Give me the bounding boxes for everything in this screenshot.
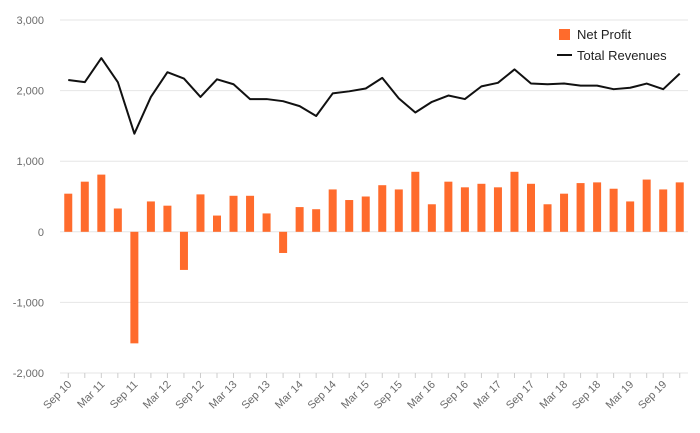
total-revenues-line (68, 57, 681, 135)
x-tick-label: Sep 15 (372, 379, 405, 412)
net-profit-bar (378, 185, 387, 232)
net-profit-bar (213, 215, 221, 232)
net-profit-bar (394, 189, 403, 232)
net-profit-bar (345, 200, 354, 232)
x-tick-label: Sep 19 (636, 379, 669, 412)
gridlines (60, 19, 688, 374)
y-axis-ticks: 3,000 2,000 1,000 0 -1,000 -2,000 (13, 15, 44, 380)
net-profit-bar (361, 196, 370, 232)
net-profit-bar (427, 204, 436, 232)
net-profit-bar (626, 201, 635, 232)
net-profit-bar (229, 195, 238, 232)
y-tick-label: -2,000 (13, 368, 44, 380)
net-profit-bar (262, 213, 271, 232)
net-profit-bar (576, 183, 585, 232)
y-tick-label: -1,000 (13, 297, 44, 309)
x-tick-label: Sep 14 (306, 379, 339, 412)
net-profit-bar (80, 181, 89, 232)
net-profit-bar (609, 188, 618, 232)
x-tick-label: Mar 12 (141, 379, 174, 412)
net-profit-bar (64, 193, 73, 232)
x-axis-ticks: Sep 10 Mar 11 Sep 11 Mar 12 Sep 12 Mar 13 Sep … (41, 373, 681, 412)
x-tick-label: Mar 18 (537, 379, 570, 412)
y-tick-label: 2,000 (16, 86, 44, 98)
net-profit-bar (460, 187, 469, 232)
total-revenues-line-group (68, 57, 681, 135)
legend-swatch-net-profit (559, 29, 570, 40)
y-tick-label: 3,000 (16, 15, 44, 27)
net-profit-bar (659, 189, 668, 232)
x-tick-label: Mar 14 (273, 379, 306, 412)
net-profit-bar (163, 205, 172, 232)
net-profit-bar (642, 179, 651, 232)
y-tick-label: 0 (38, 227, 44, 239)
legend: Net Profit Total Revenues (557, 27, 667, 63)
y-tick-label: 1,000 (16, 156, 44, 168)
x-tick-label: Sep 12 (173, 379, 206, 412)
net-profit-bar (493, 187, 502, 232)
net-profit-bars (64, 171, 684, 344)
net-profit-bar (130, 231, 139, 344)
net-profit-bar (477, 183, 486, 232)
net-profit-bar (279, 231, 288, 253)
net-profit-bar (411, 171, 420, 232)
net-profit-bar (246, 195, 255, 232)
net-profit-bar (328, 189, 337, 232)
x-tick-label: Sep 16 (438, 379, 471, 412)
x-tick-label: Mar 19 (604, 379, 637, 412)
net-profit-bar (295, 207, 304, 232)
net-profit-bar (146, 201, 155, 232)
legend-label-net-profit: Net Profit (577, 27, 632, 42)
x-tick-label: Mar 15 (339, 379, 372, 412)
x-tick-label: Mar 11 (75, 379, 107, 411)
x-tick-label: Mar 16 (405, 379, 438, 412)
net-profit-bar (196, 194, 205, 232)
net-profit-bar (97, 174, 106, 232)
net-profit-bar (510, 171, 519, 232)
x-tick-label: Sep 17 (504, 379, 537, 412)
net-profit-bar (543, 204, 552, 232)
x-tick-label: Sep 13 (240, 379, 273, 412)
x-tick-label: Sep 18 (570, 379, 603, 412)
x-tick-label: Sep 10 (41, 379, 74, 412)
net-profit-bar (593, 182, 602, 232)
x-tick-label: Mar 17 (471, 379, 504, 412)
legend-label-total-revenues: Total Revenues (577, 48, 667, 63)
x-tick-label: Mar 13 (207, 379, 240, 412)
net-profit-bar (527, 183, 535, 232)
net-profit-bar (179, 231, 188, 270)
net-profit-bar (675, 182, 684, 232)
net-profit-bar (560, 193, 569, 232)
x-tick-label: Sep 11 (108, 379, 141, 412)
net-profit-bar (444, 181, 453, 232)
net-profit-bar (113, 208, 122, 232)
net-profit-bar (312, 209, 321, 232)
